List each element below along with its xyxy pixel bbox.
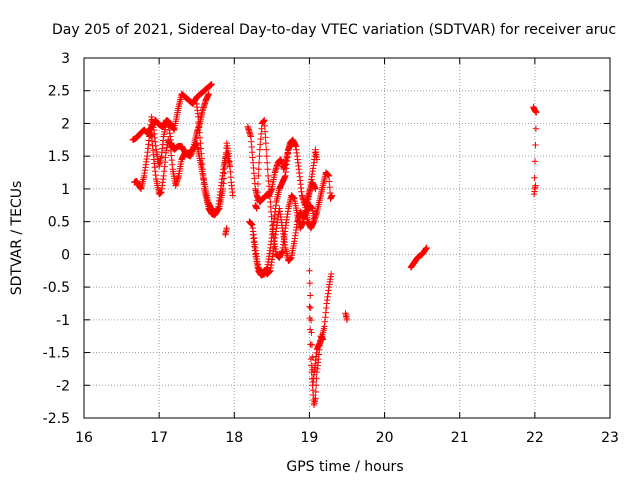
- data-point: [308, 329, 315, 336]
- data-point: [261, 122, 268, 130]
- data-point: [312, 395, 319, 402]
- data-point: [325, 172, 333, 180]
- x-axis-label: GPS time / hours: [286, 459, 403, 475]
- x-tick-label: 18: [225, 430, 243, 446]
- y-tick-label: 0.5: [48, 215, 70, 231]
- data-point: [261, 128, 269, 135]
- y-tick-label: 2: [61, 116, 70, 132]
- data-point: [255, 166, 262, 173]
- x-tick-label: 23: [601, 430, 619, 446]
- data-point: [208, 80, 215, 88]
- axis-ticks: [83, 57, 611, 419]
- y-tick-label: 1.5: [48, 149, 70, 165]
- y-tick-label: 3: [61, 51, 70, 67]
- data-point: [312, 388, 320, 396]
- data-point: [328, 192, 336, 199]
- data-point: [261, 116, 268, 124]
- y-tick-labels: 3 2.5 2 1.5 1 0.5 0 -0.5 -1 -1.5 -2 -2.5: [43, 51, 70, 427]
- y-tick-label: 0: [61, 247, 70, 263]
- data-point: [255, 159, 263, 166]
- data-point: [307, 304, 314, 312]
- y-axis-label: SDTVAR / TECUs: [9, 181, 25, 296]
- data-point: [307, 292, 314, 299]
- x-tick-label: 21: [451, 430, 469, 446]
- y-tick-label: 2.5: [48, 84, 70, 100]
- data-point: [532, 125, 540, 132]
- data-point: [532, 141, 539, 149]
- data-point: [326, 178, 333, 185]
- x-tick-label: 19: [301, 430, 319, 446]
- data-point: [312, 185, 319, 193]
- data-point: [263, 159, 271, 166]
- data-point: [308, 341, 316, 349]
- data-point: [313, 375, 320, 382]
- plot-frame: [83, 57, 611, 419]
- data-point: [263, 152, 270, 160]
- y-tick-label: -2: [56, 378, 70, 394]
- data-point: [328, 270, 335, 278]
- x-tick-label: 16: [75, 430, 93, 446]
- data-point: [254, 180, 262, 188]
- data-point: [531, 158, 539, 165]
- y-tick-label: -1.5: [43, 346, 70, 362]
- data-point: [254, 188, 261, 196]
- x-tick-label: 20: [376, 430, 394, 446]
- data-point: [308, 362, 315, 369]
- x-tick-labels: 16 17 18 19 20 21 22 23: [75, 430, 619, 446]
- data-point: [205, 90, 212, 98]
- data-point: [229, 192, 236, 199]
- data-point: [262, 139, 270, 147]
- data-point: [262, 134, 269, 141]
- data-point: [223, 224, 230, 232]
- chart-title: Day 205 of 2021, Sidereal Day-to-day VTE…: [52, 22, 616, 38]
- data-point: [531, 174, 538, 181]
- data-point: [423, 244, 430, 252]
- data-point: [312, 382, 320, 389]
- data-points: [129, 80, 540, 409]
- data-point: [306, 326, 314, 333]
- data-point: [254, 197, 261, 204]
- data-point: [264, 166, 271, 173]
- x-tick-label: 22: [526, 430, 544, 446]
- data-point: [253, 205, 261, 212]
- data-point: [532, 182, 539, 189]
- data-point: [326, 184, 333, 191]
- data-point: [313, 156, 321, 163]
- data-point: [306, 267, 313, 274]
- data-point: [256, 152, 263, 160]
- y-tick-label: -2.5: [43, 411, 70, 427]
- x-tick-label: 17: [150, 430, 168, 446]
- data-point: [255, 172, 262, 180]
- data-point: [343, 316, 351, 324]
- data-point: [226, 162, 233, 170]
- data-point: [307, 341, 314, 348]
- data-point: [263, 146, 270, 153]
- data-point: [306, 314, 314, 322]
- y-tick-label: -0.5: [43, 280, 70, 296]
- data-point: [319, 336, 327, 343]
- data-point: [306, 303, 313, 310]
- data-point: [291, 139, 298, 147]
- data-point: [533, 109, 540, 116]
- data-point: [307, 355, 315, 363]
- y-tick-label: -1: [56, 313, 70, 329]
- data-point: [306, 279, 314, 287]
- y-tick-label: 1: [61, 182, 70, 198]
- grid-lines: [84, 58, 610, 418]
